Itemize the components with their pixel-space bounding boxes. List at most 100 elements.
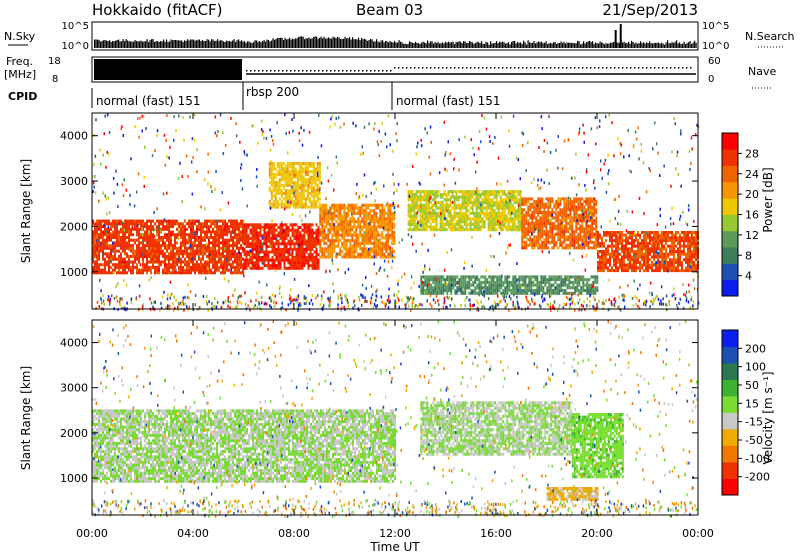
cell-5 (553, 205, 556, 209)
cell-0 (120, 238, 122, 242)
cell-0 (96, 255, 98, 259)
nsky-sample (593, 44, 595, 48)
cell-5 (593, 232, 596, 236)
cell-1 (277, 242, 280, 246)
nsky-sample (518, 42, 520, 48)
cell-3 (292, 205, 295, 209)
cell-0 (138, 233, 140, 237)
cell-1 (299, 226, 302, 230)
nsky-sample (611, 42, 613, 48)
nsky-sample (110, 41, 112, 48)
cell-5 (587, 200, 590, 204)
cell-0 (210, 255, 212, 259)
cell-6 (615, 239, 617, 243)
cell-2 (325, 250, 328, 254)
cell-4 (515, 214, 518, 218)
cell-0 (212, 230, 214, 234)
radar-title: Hokkaido (fitACF) (92, 1, 223, 19)
cell-5 (561, 235, 564, 239)
cell-2 (343, 239, 346, 243)
cell-3 (274, 205, 277, 209)
cell-0 (186, 246, 188, 250)
cell-1 (307, 228, 310, 232)
cell-4 (495, 211, 498, 215)
cell-0 (144, 222, 146, 226)
cell-5 (583, 211, 586, 215)
cell-6 (603, 255, 605, 259)
cell-0 (138, 244, 140, 248)
cell-2 (379, 222, 382, 226)
cell-1 (253, 261, 256, 265)
cell-4 (411, 190, 414, 194)
cell-1 (291, 239, 294, 243)
cell-4 (425, 211, 428, 215)
cell-0 (168, 219, 170, 223)
cell-0 (142, 252, 144, 256)
cell-2 (321, 239, 324, 243)
cell-1 (287, 258, 290, 262)
cell-6 (601, 266, 603, 270)
cell-3 (310, 186, 313, 190)
cell-3 (298, 172, 301, 176)
cell-6 (633, 252, 635, 256)
cell-2 (325, 247, 328, 251)
cell-2 (369, 247, 372, 251)
cell-0 (206, 230, 208, 234)
cell-4 (453, 214, 456, 218)
cell-1 (289, 266, 292, 270)
cell-1 (283, 264, 286, 268)
cell-4 (465, 206, 468, 210)
cell-1 (315, 255, 318, 259)
cell-0 (232, 244, 234, 248)
freq-sample (350, 70, 352, 72)
cell-4 (409, 214, 412, 218)
cell-6 (619, 247, 621, 251)
cell-5 (585, 211, 588, 215)
cell-1 (267, 253, 270, 257)
cell-1 (251, 266, 254, 270)
cell-2 (383, 252, 386, 256)
cell-5 (577, 197, 580, 201)
cell-2 (387, 214, 390, 218)
cell-3 (286, 189, 289, 193)
cell-0 (142, 244, 144, 248)
cell-3 (290, 175, 293, 179)
cell-5 (541, 211, 544, 215)
cell-4 (495, 198, 498, 202)
freq-sample (486, 67, 488, 69)
cell-0 (218, 244, 220, 248)
cell-0 (228, 255, 230, 259)
cell-2 (365, 255, 368, 259)
cell-3 (288, 181, 291, 185)
cell-1 (295, 264, 298, 268)
freq-sample (670, 67, 672, 69)
cell-4 (431, 211, 434, 215)
cell-2 (375, 252, 378, 256)
cell-3 (316, 178, 319, 182)
cell-1 (299, 266, 302, 270)
cell-5 (551, 227, 554, 231)
cell-1 (243, 231, 246, 235)
freq-sample (630, 67, 632, 69)
cell-4 (419, 211, 422, 215)
cell-0 (238, 260, 240, 264)
cell-0 (96, 271, 98, 275)
cell-2 (355, 247, 358, 251)
cell-1 (301, 255, 304, 259)
cell-0 (228, 257, 230, 261)
cell-0 (180, 252, 182, 256)
cell-0 (162, 241, 164, 245)
cell-1 (243, 247, 246, 251)
cell-0 (230, 222, 232, 226)
cell-0 (186, 222, 188, 226)
cell-0 (204, 219, 206, 223)
cell-0 (102, 236, 104, 240)
nsky-sample (460, 41, 462, 48)
cell-5 (565, 216, 568, 220)
cell-1 (285, 234, 288, 238)
nsky-sample (694, 40, 696, 48)
cell-6 (613, 255, 615, 259)
cell-0 (164, 219, 166, 223)
cell-4 (463, 198, 466, 202)
cell-2 (363, 203, 366, 207)
